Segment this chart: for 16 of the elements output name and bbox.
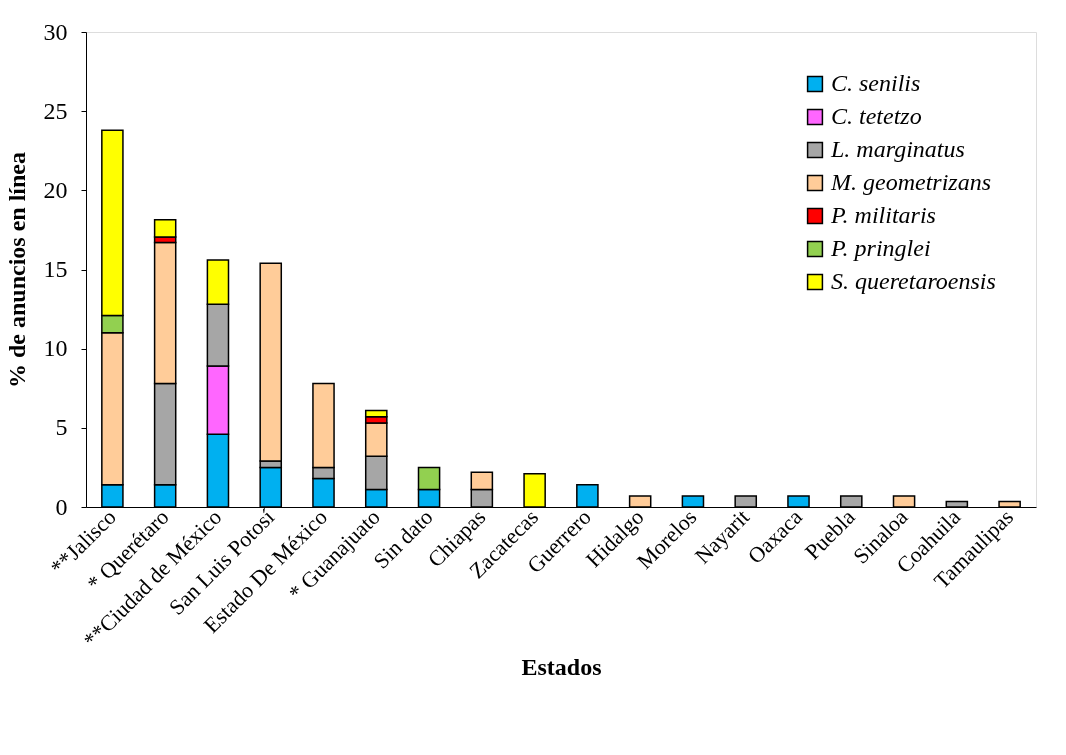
y-tick-label: 15 xyxy=(43,256,68,282)
legend-label: C. senilis xyxy=(831,70,921,96)
y-tick-label: 0 xyxy=(55,493,68,520)
y-tick-label: 30 xyxy=(43,18,68,45)
y-tick-label: 25 xyxy=(43,97,68,124)
legend-label: S. queretaroensis xyxy=(831,268,996,294)
x-axis-title: Estados xyxy=(521,653,602,680)
legend-label: C. tetetzo xyxy=(831,103,922,129)
y-tick-label: 10 xyxy=(43,335,68,362)
y-tick-label: 5 xyxy=(55,414,68,441)
legend-label: M. geometrizans xyxy=(830,169,991,195)
y-axis-title: % de anuncios en línea xyxy=(3,151,30,389)
legend-label: L. marginatus xyxy=(830,136,965,162)
y-tick-label: 20 xyxy=(43,176,68,203)
legend-label: P. pringlei xyxy=(830,235,931,261)
legend-label: P. militaris xyxy=(830,202,936,228)
